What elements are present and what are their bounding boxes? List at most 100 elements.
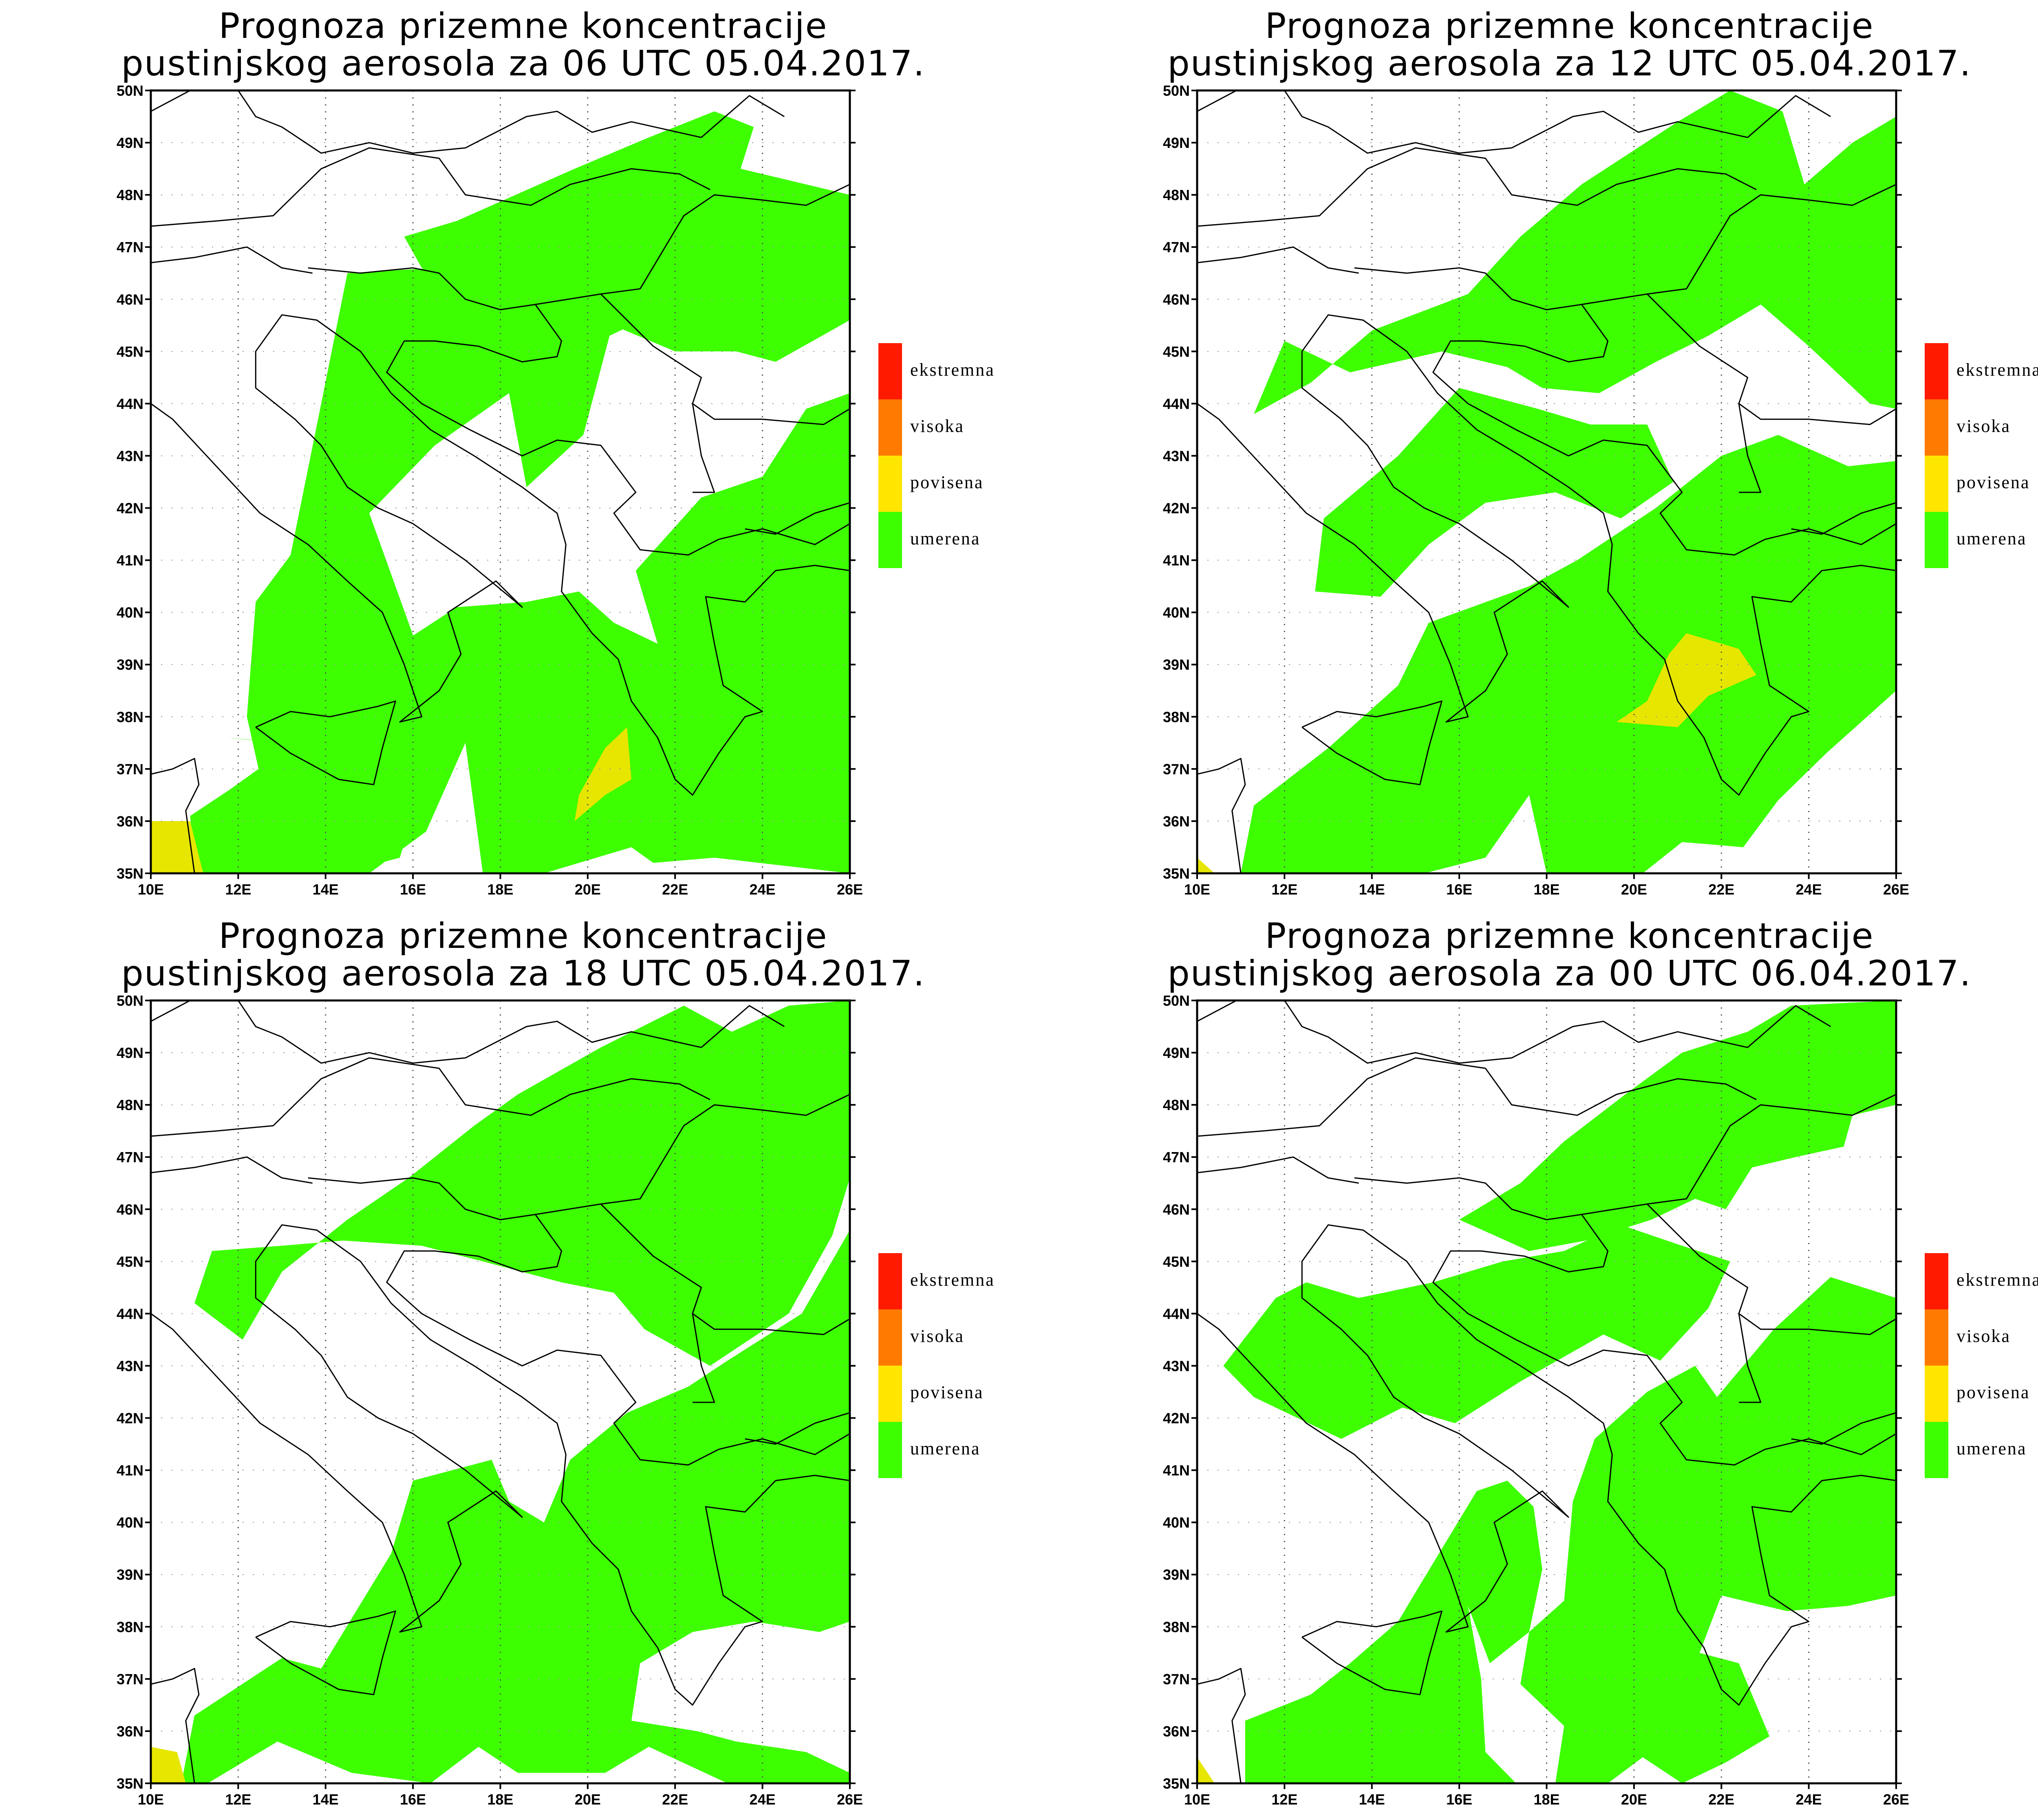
border-line [151,758,200,873]
panel-title-line1: Prognoza prizemne koncentracije [1265,6,1874,46]
lat-label: 36N [117,813,143,830]
povisena-area [1617,633,1756,727]
border-line [1738,403,1762,493]
border-line [600,293,850,425]
legend-swatch [1925,343,1948,399]
lat-label: 40N [117,604,143,621]
lat-label: 48N [117,187,143,203]
legend-swatch [1925,1366,1948,1422]
lat-label: 40N [117,1514,143,1531]
lat-label: 39N [117,1567,143,1583]
legend-label: visoka [1956,1326,2011,1346]
legend-swatch [878,1253,902,1309]
legend-swatch [878,399,902,456]
lat-label: 36N [1163,1723,1190,1740]
lon-label: 18E [1533,1791,1559,1808]
lon-label: 16E [1446,881,1472,898]
legend-swatch [1925,512,1948,568]
lon-label: 20E [1621,881,1647,898]
lon-label: 24E [750,881,776,898]
legend-label: umerena [1956,1439,2027,1459]
border-line [535,1094,850,1215]
map-plot: 50N 49N 48N 47N 46N 45N 44N 43N 42N 41N 40N 39N 38N 3… [1163,992,2038,1808]
panel-title-line2: pustinjskog aerosola za 06 UTC 05.04.201… [121,43,925,84]
map-plot: 50N 49N 48N 47N 46N 45N 44N 43N 42N 41N 40N 39N 38N 3… [1163,82,2038,898]
legend-swatch [1925,456,1948,512]
lon-label: 10E [1184,1791,1210,1808]
povisena-area [574,727,632,821]
border-line [255,700,396,785]
border-line [1197,1668,1246,1783]
legend-label: ekstremna [1956,1270,2038,1290]
lat-label: 38N [1163,1619,1190,1635]
forecast-panel-2: Prognoza prizemne koncentracije pustinjs… [1046,0,2038,910]
lat-label: 50N [117,82,143,99]
border-line [745,502,850,535]
legend-label: ekstremna [1956,360,2038,380]
legend-label: ekstremna [910,360,995,380]
borders [1197,90,1896,873]
border-line [151,314,850,796]
lon-label: 18E [1533,881,1559,898]
border-line [1197,1156,1359,1184]
border-line [151,1668,200,1783]
border-line [701,95,785,138]
lat-label: 47N [1163,1149,1190,1166]
panel-title-line2: pustinjskog aerosola za 12 UTC 05.04.201… [1167,43,1972,84]
legend-swatch [1925,399,1948,456]
lat-label: 42N [117,1410,143,1427]
lat-label: 44N [1163,1305,1190,1322]
lat-label: 46N [117,1201,143,1218]
border-line [1581,184,1896,305]
lat-label: 38N [1163,709,1190,725]
lat-label: 43N [117,447,143,464]
umerena-area [404,111,850,362]
legend-label: umerena [910,1439,980,1459]
lat-label: 46N [117,291,143,308]
lon-label: 24E [1796,1791,1822,1808]
lat-label: 49N [1163,1044,1190,1061]
axes: 50N 49N 48N 47N 46N 45N 44N 43N 42N 41N 40N 39N 38N 3… [1163,82,1909,898]
lat-label: 38N [117,709,143,725]
lat-label: 48N [1163,187,1190,203]
grid [1197,90,1896,873]
lat-label: 39N [117,657,143,673]
lon-label: 16E [1446,1791,1472,1808]
border-line [745,1412,850,1445]
legend: ekstremna visoka povisena umerena [878,1253,995,1478]
lat-label: 49N [117,134,143,151]
lat-label: 45N [1163,1253,1190,1270]
umerena-area [1245,1277,1896,1783]
lon-label: 12E [1271,1791,1297,1808]
lat-label: 35N [1163,865,1190,882]
legend-label: ekstremna [910,1270,995,1290]
legend-label: povisena [1956,472,2030,492]
lon-label: 12E [1271,881,1297,898]
border-line [1646,1203,1896,1335]
lat-label: 44N [1163,395,1190,412]
umerena-area [1459,1000,1896,1251]
povisena-area [151,821,203,873]
lat-label: 40N [1163,1514,1190,1531]
legend-label: visoka [910,416,964,436]
lon-label: 16E [400,881,426,898]
concentration-fields [1197,90,1896,873]
legend-swatch [878,1366,902,1422]
legend-swatch [1925,1422,1948,1478]
border-line [1354,267,1896,556]
lon-label: 24E [750,1791,776,1808]
legend: ekstremna visoka povisena umerena [878,343,995,568]
lon-label: 14E [1359,881,1385,898]
lon-label: 22E [662,881,688,898]
border-line [151,90,191,112]
lat-label: 45N [117,1253,143,1270]
lat-label: 48N [1163,1097,1190,1113]
lon-label: 12E [225,1791,251,1808]
border-line [151,1000,191,1022]
borders [151,90,850,873]
umerena-area [1254,90,1896,414]
lon-label: 20E [575,1791,601,1808]
border-line [1581,1094,1896,1215]
legend-label: povisena [910,472,984,492]
border-line [238,90,701,154]
